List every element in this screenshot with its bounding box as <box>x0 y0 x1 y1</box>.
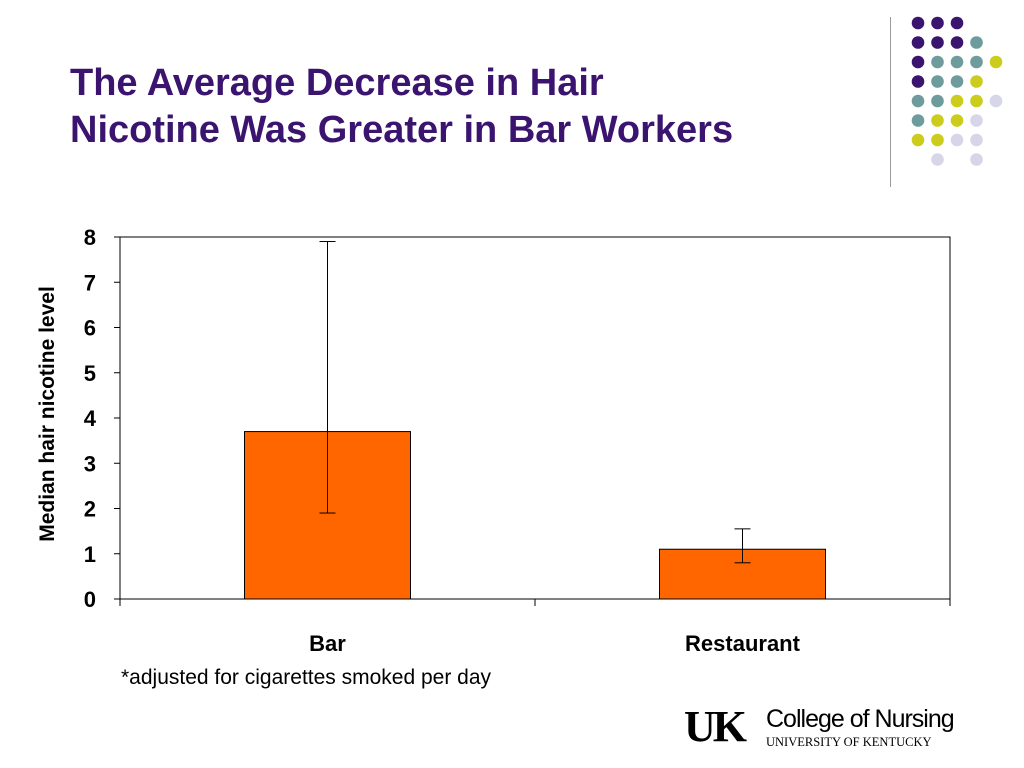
decorative-dot <box>931 114 944 127</box>
y-tick-label: 8 <box>84 225 96 250</box>
y-tick-label: 5 <box>84 361 96 386</box>
decorative-dot <box>950 75 964 88</box>
decorative-dot <box>931 55 944 69</box>
x-category-label: Restaurant <box>685 631 801 656</box>
decorative-dot <box>931 94 944 108</box>
decorative-dot <box>911 114 925 127</box>
decorative-dot-grid <box>911 16 1003 166</box>
title-divider-line <box>890 17 891 187</box>
y-axis-label: Median hair nicotine level <box>36 286 59 542</box>
decorative-dot <box>911 133 925 147</box>
decorative-dot <box>931 16 944 30</box>
slide-title: The Average Decrease in Hair Nicotine Wa… <box>70 60 870 154</box>
decorative-dot <box>950 94 964 108</box>
decorative-dot <box>970 55 983 69</box>
logo-university-name: UNIVERSITY OF KENTUCKY <box>766 735 932 749</box>
decorative-dot <box>989 55 1003 69</box>
y-tick-label: 7 <box>84 270 96 295</box>
decorative-dot <box>950 133 964 147</box>
y-tick-label: 4 <box>84 406 97 431</box>
y-tick-label: 3 <box>84 451 96 476</box>
decorative-dot <box>931 75 944 88</box>
decorative-dot <box>970 114 983 127</box>
decorative-dot <box>950 55 964 69</box>
decorative-dot <box>970 153 983 166</box>
decorative-dot <box>911 36 925 49</box>
decorative-dot <box>950 16 964 30</box>
x-category-label: Bar <box>309 631 346 656</box>
y-tick-label: 6 <box>84 316 96 341</box>
slide-title-line-2: Nicotine Was Greater in Bar Workers <box>70 109 734 151</box>
decorative-dot <box>931 153 944 166</box>
decorative-dot <box>931 133 944 147</box>
footnote: *adjusted for cigarettes smoked per day <box>121 666 492 689</box>
college-of-nursing-logo: UK College of Nursing UNIVERSITY OF KENT… <box>684 702 955 751</box>
y-tick-label: 1 <box>84 542 96 567</box>
decorative-dot <box>970 75 983 88</box>
decorative-dot <box>970 36 983 49</box>
decorative-dot <box>989 94 1003 108</box>
decorative-dot <box>950 36 964 49</box>
slide-title-line-1: The Average Decrease in Hair <box>70 62 604 104</box>
decorative-dot <box>911 55 925 69</box>
decorative-dot <box>970 94 983 108</box>
decorative-dot <box>931 36 944 49</box>
decorative-dot <box>911 75 925 88</box>
logo-college-name: College of Nursing <box>766 705 955 733</box>
bar-chart: Median hair nicotine level 0 1 2 3 4 5 6 7 8 Bar R… <box>36 225 951 656</box>
decorative-dot <box>950 114 964 127</box>
decorative-dot <box>911 16 925 30</box>
y-tick-label: 2 <box>84 497 96 522</box>
decorative-dot <box>911 94 925 108</box>
uk-logo-mark: UK <box>684 702 747 751</box>
y-tick-label: 0 <box>84 587 96 612</box>
decorative-dot <box>970 133 983 147</box>
